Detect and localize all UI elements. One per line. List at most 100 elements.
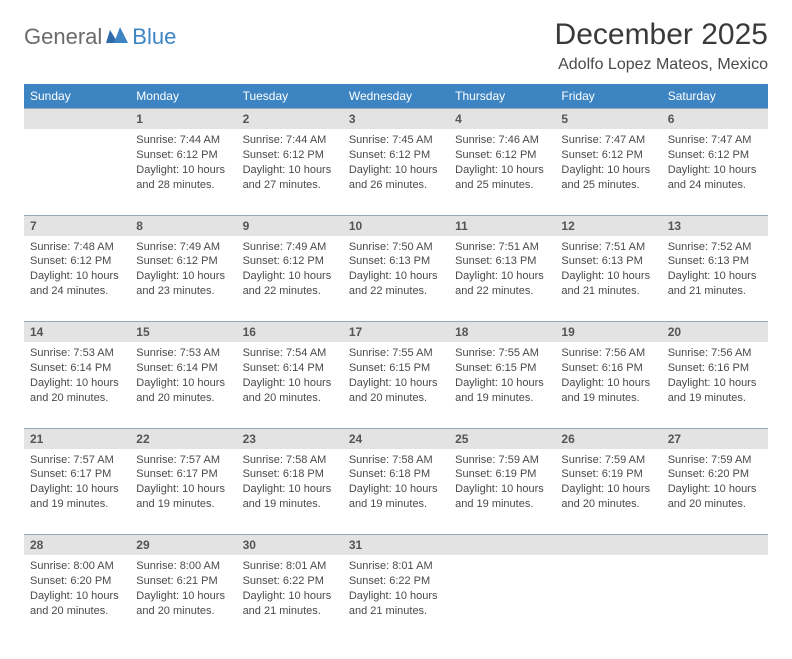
day-cell: Sunrise: 7:47 AMSunset: 6:12 PMDaylight:… bbox=[662, 129, 768, 215]
day-number bbox=[449, 535, 555, 556]
day-number: 10 bbox=[343, 215, 449, 236]
sunset-text: Sunset: 6:17 PM bbox=[30, 467, 124, 482]
sunset-text: Sunset: 6:12 PM bbox=[243, 254, 337, 269]
day-number: 24 bbox=[343, 428, 449, 449]
day-number: 11 bbox=[449, 215, 555, 236]
day-cell: Sunrise: 7:59 AMSunset: 6:19 PMDaylight:… bbox=[449, 449, 555, 535]
day-number: 4 bbox=[449, 109, 555, 130]
day1-text: Daylight: 10 hours bbox=[455, 269, 549, 284]
day-number: 1 bbox=[130, 109, 236, 130]
day2-text: and 19 minutes. bbox=[136, 497, 230, 512]
sunset-text: Sunset: 6:12 PM bbox=[349, 148, 443, 163]
day-number: 18 bbox=[449, 322, 555, 343]
sunset-text: Sunset: 6:20 PM bbox=[30, 574, 124, 589]
sunset-text: Sunset: 6:16 PM bbox=[561, 361, 655, 376]
sunset-text: Sunset: 6:17 PM bbox=[136, 467, 230, 482]
day-content-row: Sunrise: 7:48 AMSunset: 6:12 PMDaylight:… bbox=[24, 236, 768, 322]
day-cell: Sunrise: 7:45 AMSunset: 6:12 PMDaylight:… bbox=[343, 129, 449, 215]
day-number: 29 bbox=[130, 535, 236, 556]
day2-text: and 19 minutes. bbox=[455, 391, 549, 406]
sunset-text: Sunset: 6:13 PM bbox=[668, 254, 762, 269]
sunrise-text: Sunrise: 7:49 AM bbox=[136, 240, 230, 255]
sunrise-text: Sunrise: 7:44 AM bbox=[243, 133, 337, 148]
day2-text: and 20 minutes. bbox=[349, 391, 443, 406]
sunset-text: Sunset: 6:16 PM bbox=[668, 361, 762, 376]
month-title: December 2025 bbox=[555, 18, 768, 52]
day1-text: Daylight: 10 hours bbox=[561, 269, 655, 284]
day-header-row: Sunday Monday Tuesday Wednesday Thursday… bbox=[24, 84, 768, 109]
sunrise-text: Sunrise: 7:50 AM bbox=[349, 240, 443, 255]
day2-text: and 20 minutes. bbox=[561, 497, 655, 512]
day-content-row: Sunrise: 8:00 AMSunset: 6:20 PMDaylight:… bbox=[24, 555, 768, 641]
day2-text: and 22 minutes. bbox=[243, 284, 337, 299]
sunrise-text: Sunrise: 7:59 AM bbox=[455, 453, 549, 468]
sunset-text: Sunset: 6:13 PM bbox=[455, 254, 549, 269]
day-cell: Sunrise: 7:51 AMSunset: 6:13 PMDaylight:… bbox=[449, 236, 555, 322]
sunset-text: Sunset: 6:15 PM bbox=[349, 361, 443, 376]
sunrise-text: Sunrise: 7:56 AM bbox=[668, 346, 762, 361]
logo-text-general: General bbox=[24, 24, 102, 50]
day-number: 28 bbox=[24, 535, 130, 556]
sunset-text: Sunset: 6:12 PM bbox=[668, 148, 762, 163]
day1-text: Daylight: 10 hours bbox=[243, 482, 337, 497]
day1-text: Daylight: 10 hours bbox=[561, 376, 655, 391]
day-cell: Sunrise: 8:01 AMSunset: 6:22 PMDaylight:… bbox=[343, 555, 449, 641]
sunrise-text: Sunrise: 7:44 AM bbox=[136, 133, 230, 148]
sunrise-text: Sunrise: 7:48 AM bbox=[30, 240, 124, 255]
day-content-row: Sunrise: 7:57 AMSunset: 6:17 PMDaylight:… bbox=[24, 449, 768, 535]
day-number: 2 bbox=[237, 109, 343, 130]
sunset-text: Sunset: 6:12 PM bbox=[30, 254, 124, 269]
sunrise-text: Sunrise: 8:00 AM bbox=[136, 559, 230, 574]
day2-text: and 24 minutes. bbox=[668, 178, 762, 193]
day-cell bbox=[449, 555, 555, 641]
day-number: 7 bbox=[24, 215, 130, 236]
day1-text: Daylight: 10 hours bbox=[30, 482, 124, 497]
sunrise-text: Sunrise: 7:58 AM bbox=[243, 453, 337, 468]
day2-text: and 20 minutes. bbox=[136, 391, 230, 406]
day1-text: Daylight: 10 hours bbox=[349, 589, 443, 604]
day2-text: and 23 minutes. bbox=[136, 284, 230, 299]
sunrise-text: Sunrise: 7:59 AM bbox=[561, 453, 655, 468]
day-header: Saturday bbox=[662, 84, 768, 109]
day-number: 25 bbox=[449, 428, 555, 449]
day1-text: Daylight: 10 hours bbox=[30, 269, 124, 284]
day1-text: Daylight: 10 hours bbox=[455, 163, 549, 178]
day2-text: and 20 minutes. bbox=[243, 391, 337, 406]
day-cell: Sunrise: 7:53 AMSunset: 6:14 PMDaylight:… bbox=[130, 342, 236, 428]
sunset-text: Sunset: 6:18 PM bbox=[349, 467, 443, 482]
sunrise-text: Sunrise: 7:57 AM bbox=[136, 453, 230, 468]
sunset-text: Sunset: 6:15 PM bbox=[455, 361, 549, 376]
logo-text-blue: Blue bbox=[132, 24, 176, 50]
day-number: 26 bbox=[555, 428, 661, 449]
title-block: December 2025 Adolfo Lopez Mateos, Mexic… bbox=[555, 18, 768, 74]
sunrise-text: Sunrise: 7:55 AM bbox=[349, 346, 443, 361]
day-content-row: Sunrise: 7:44 AMSunset: 6:12 PMDaylight:… bbox=[24, 129, 768, 215]
day-cell: Sunrise: 7:46 AMSunset: 6:12 PMDaylight:… bbox=[449, 129, 555, 215]
day1-text: Daylight: 10 hours bbox=[136, 269, 230, 284]
sunset-text: Sunset: 6:21 PM bbox=[136, 574, 230, 589]
sunset-text: Sunset: 6:22 PM bbox=[349, 574, 443, 589]
sunset-text: Sunset: 6:19 PM bbox=[455, 467, 549, 482]
sunset-text: Sunset: 6:12 PM bbox=[243, 148, 337, 163]
day1-text: Daylight: 10 hours bbox=[30, 589, 124, 604]
logo-triangle-icon bbox=[106, 27, 128, 48]
day1-text: Daylight: 10 hours bbox=[455, 376, 549, 391]
sunrise-text: Sunrise: 7:53 AM bbox=[30, 346, 124, 361]
day-cell: Sunrise: 7:57 AMSunset: 6:17 PMDaylight:… bbox=[24, 449, 130, 535]
day1-text: Daylight: 10 hours bbox=[136, 163, 230, 178]
calendar-page: General Blue December 2025 Adolfo Lopez … bbox=[0, 0, 792, 659]
day-number: 30 bbox=[237, 535, 343, 556]
day-cell: Sunrise: 7:49 AMSunset: 6:12 PMDaylight:… bbox=[130, 236, 236, 322]
day2-text: and 20 minutes. bbox=[30, 604, 124, 619]
day2-text: and 19 minutes. bbox=[30, 497, 124, 512]
day1-text: Daylight: 10 hours bbox=[455, 482, 549, 497]
day-number: 16 bbox=[237, 322, 343, 343]
sunset-text: Sunset: 6:22 PM bbox=[243, 574, 337, 589]
sunrise-text: Sunrise: 7:55 AM bbox=[455, 346, 549, 361]
sunset-text: Sunset: 6:12 PM bbox=[136, 148, 230, 163]
day2-text: and 28 minutes. bbox=[136, 178, 230, 193]
day-cell: Sunrise: 7:56 AMSunset: 6:16 PMDaylight:… bbox=[555, 342, 661, 428]
day1-text: Daylight: 10 hours bbox=[561, 482, 655, 497]
day-number: 6 bbox=[662, 109, 768, 130]
day-cell: Sunrise: 7:44 AMSunset: 6:12 PMDaylight:… bbox=[237, 129, 343, 215]
